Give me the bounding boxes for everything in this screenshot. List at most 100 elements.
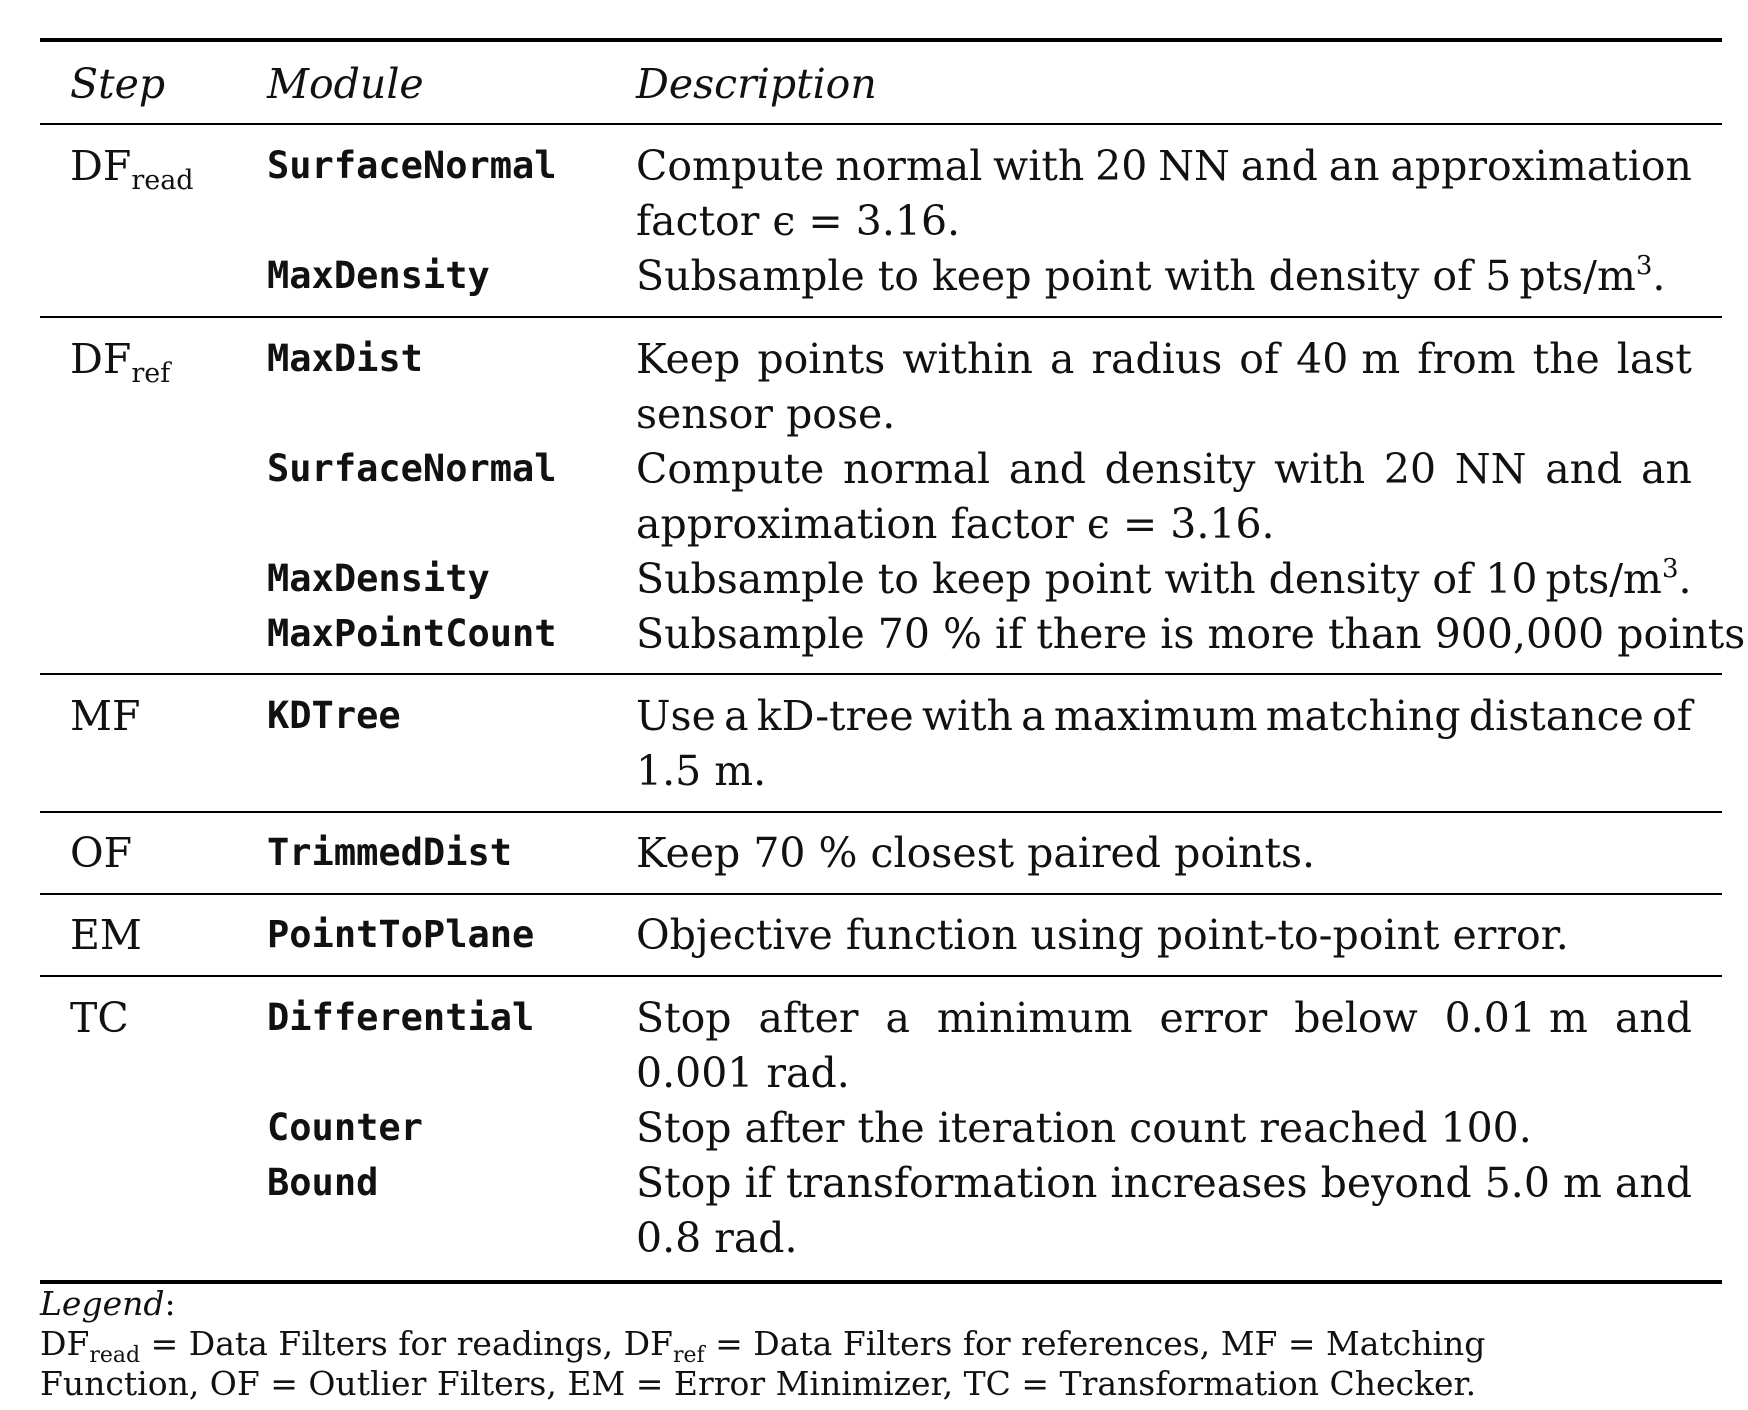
step-cell: TC [70,994,129,1042]
module-cell: MaxDist [267,337,423,380]
description-word: 40 m [1296,335,1401,383]
description-word: Stop [636,994,732,1042]
description-cell: Keep points within a radius of 40 m from the last [636,331,1692,387]
group-rule [40,975,1722,977]
module-cell: Counter [267,1106,423,1149]
description-word: Use [636,692,716,740]
description-cell-cont: 0.001 rad. [636,1049,850,1097]
description-word: an [1328,142,1380,190]
description-cell: Keep 70 % closest paired points. [636,829,1316,877]
description-word: normal [835,142,983,190]
group-rule [40,893,1722,895]
description-word: with [1274,445,1366,493]
header-rule [40,123,1722,125]
description-word: a [1049,335,1075,383]
description-word: below [1294,994,1418,1042]
description-cell-cont: approximation factor ϵ = 3.16. [636,500,1275,548]
module-cell: KDTree [267,694,401,737]
description-cell: Stop after the iteration count reached 1… [636,1104,1532,1152]
description-cell: Objective function using point-to-point … [636,911,1569,959]
description-word: NN [1158,142,1230,190]
group-rule [40,673,1722,675]
module-cell: TrimmedDist [267,831,513,874]
description-word: a [1021,692,1046,740]
step-cell: OF [70,829,133,877]
group-rule [40,316,1722,318]
description-word: points [757,335,886,383]
module-cell: Bound [267,1161,379,1204]
description-word: an [1641,445,1692,493]
description-word: 20 [1095,142,1148,190]
module-cell: MaxDensity [267,254,490,297]
description-word: of [1239,335,1280,383]
description-word: 0.01 m [1444,994,1588,1042]
legend-line: DFread = Data Filters for readings, DFre… [40,1324,1486,1368]
description-cell-cont: factor ϵ = 3.16. [636,197,961,245]
module-cell: PointToPlane [267,913,535,956]
header-module: Module [267,60,424,108]
description-word: and [1614,994,1692,1042]
description-word: distance [1468,692,1644,740]
step-cell: DFread [70,142,194,196]
module-cell: MaxDensity [267,557,490,600]
description-word: Compute [636,142,825,190]
module-cell: SurfaceNormal [267,144,557,187]
description-word: normal [843,445,991,493]
step-cell: EM [70,911,142,959]
description-cell-cont: 1.5 m. [636,747,767,795]
description-word: and [1614,1159,1692,1207]
description-word: approximation [1390,142,1692,190]
description-word: transformation [785,1159,1098,1207]
description-word: error [1159,994,1268,1042]
step-cell: DFref [70,335,171,389]
description-word: and [1545,445,1623,493]
description-cell: Stop after a minimum error below 0.01 m and [636,990,1692,1046]
description-cell: Subsample to keep point with density of … [636,554,1692,603]
description-word: and [1240,142,1318,190]
description-word: 5.0 m [1484,1159,1602,1207]
description-cell: Compute normal and density with 20 NN and an [636,441,1692,497]
description-cell: Subsample to keep point with density of … [636,251,1666,300]
description-cell-cont: 0.8 rad. [636,1214,798,1262]
description-cell: Use a kD-tree with a maximum matching distance o… [636,688,1692,744]
module-cell: Differential [267,996,535,1039]
description-word: Stop [636,1159,732,1207]
description-word: density [1104,445,1256,493]
description-word: of [1652,692,1692,740]
description-word: a [724,692,749,740]
description-word: beyond [1320,1159,1472,1207]
description-word: Compute [636,445,825,493]
module-cell: SurfaceNormal [267,447,557,490]
description-word: radius [1091,335,1223,383]
description-word: and [1008,445,1086,493]
legend-line: Function, OF = Outlier Filters, EM = Err… [40,1364,1477,1403]
bottom-rule [40,1280,1722,1284]
description-word: Keep [636,335,741,383]
description-word: last [1616,335,1692,383]
description-word: the [1532,335,1600,383]
group-rule [40,811,1722,813]
description-word: with [993,142,1085,190]
description-word: within [902,335,1033,383]
description-cell: Subsample 70 % if there is more than 900… [636,610,1748,658]
description-word: kD-tree [756,692,914,740]
description-word: after [758,994,859,1042]
description-word: from [1417,335,1516,383]
description-word: a [885,994,910,1042]
description-word: minimum [936,994,1133,1042]
header-step: Step [70,60,166,108]
description-word: if [744,1159,773,1207]
top-rule [40,38,1722,42]
description-word: 20 [1383,445,1437,493]
description-word: with [921,692,1013,740]
description-cell: Stop if transformation increases beyond 5.0 m… [636,1155,1692,1211]
description-cell-cont: sensor pose. [636,390,896,438]
description-cell: Compute normal with 20 NN and an approximation [636,138,1692,194]
description-word: increases [1110,1159,1308,1207]
description-word: NN [1454,445,1527,493]
step-cell: MF [70,692,141,740]
header-description: Description [636,60,877,108]
module-cell: MaxPointCount [267,612,557,655]
description-word: maximum [1053,692,1258,740]
